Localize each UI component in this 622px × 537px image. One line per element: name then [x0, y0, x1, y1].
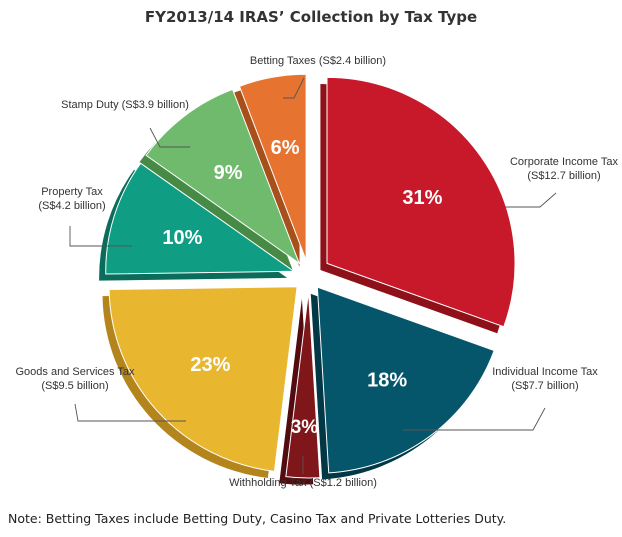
- pie-slice-betting-taxes: [238, 73, 307, 261]
- pct-label-corporate-income-tax: 31%: [402, 187, 442, 209]
- pct-label-individual-income-tax: 18%: [367, 370, 407, 392]
- category-label-individual-income-tax: Individual Income Tax (S$7.7 billion): [492, 366, 598, 392]
- category-name-property-tax: Property Tax: [41, 186, 103, 198]
- pct-label-withholding-tax: 3%: [291, 417, 319, 438]
- pct-label-betting-taxes: 6%: [271, 137, 300, 159]
- category-amount-corporate-income-tax: (S$12.7 billion): [527, 170, 600, 182]
- leader-line-betting-taxes: [283, 77, 305, 99]
- category-label-corporate-income-tax: Corporate Income Tax (S$12.7 billion): [510, 156, 619, 182]
- category-label-property-tax: Property Tax (S$4.2 billion): [38, 186, 105, 212]
- category-label-stamp-duty: Stamp Duty (S$3.9 billion): [61, 99, 189, 111]
- category-label-withholding-tax: Withholding Tax (S$1.2 billion): [229, 477, 377, 489]
- category-label-goods-and-services-tax: Goods and Services Tax (S$9.5 billion): [15, 366, 135, 392]
- leader-line-corporate-income-tax: [505, 192, 557, 208]
- leader-line-individual-income-tax: [403, 407, 546, 431]
- chart-title: FY2013/14 IRAS’ Collection by Tax Type: [144, 8, 478, 26]
- leader-line-stamp-duty: [149, 127, 190, 148]
- leader-line-property-tax: [69, 226, 132, 247]
- category-amount-property-tax: (S$4.2 billion): [38, 200, 105, 212]
- category-name-withholding-tax: Withholding Tax (S$1.2 billion): [229, 477, 377, 489]
- category-amount-goods-and-services-tax: (S$9.5 billion): [41, 380, 108, 392]
- pie-slice-property-tax: [105, 162, 296, 275]
- category-name-betting-taxes: Betting Taxes (S$2.4 billion): [250, 55, 386, 67]
- category-name-stamp-duty: Stamp Duty (S$3.9 billion): [61, 99, 189, 111]
- chart-note: Note: Betting Taxes include Betting Duty…: [8, 511, 507, 526]
- category-name-goods-and-services-tax: Goods and Services Tax: [15, 366, 135, 378]
- pie-slice-withholding-tax: [285, 291, 321, 479]
- pie-slice-goods-and-services-tax: [108, 286, 298, 472]
- leader-line-goods-and-services-tax: [74, 403, 186, 422]
- category-amount-individual-income-tax: (S$7.7 billion): [511, 380, 578, 392]
- pct-label-goods-and-services-tax: 23%: [190, 354, 230, 376]
- category-label-betting-taxes: Betting Taxes (S$2.4 billion): [250, 55, 386, 67]
- pct-label-property-tax: 10%: [162, 227, 202, 249]
- pie-slice-stamp-duty: [145, 88, 301, 265]
- category-name-individual-income-tax: Individual Income Tax: [492, 366, 598, 378]
- category-name-corporate-income-tax: Corporate Income Tax: [510, 156, 619, 168]
- pie-slice-corporate-income-tax: [326, 76, 516, 328]
- pct-label-stamp-duty: 9%: [214, 162, 243, 184]
- pie-slice-individual-income-tax: [316, 286, 495, 474]
